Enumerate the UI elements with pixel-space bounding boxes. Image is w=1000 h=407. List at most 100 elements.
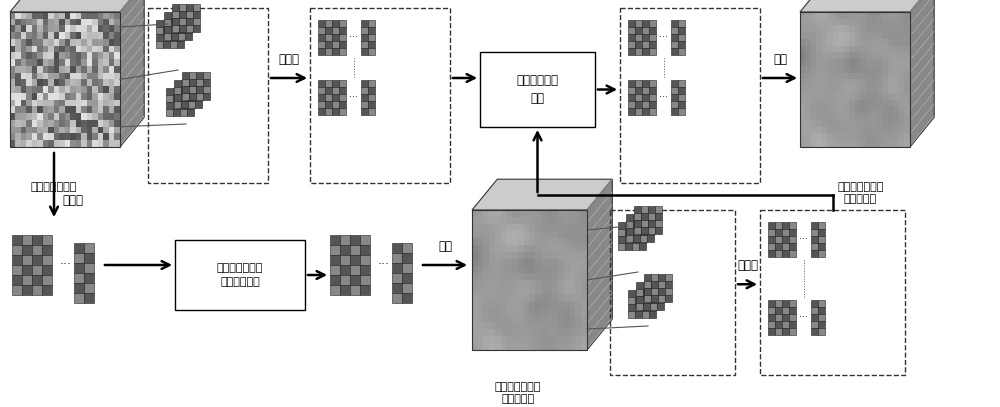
Bar <box>203 93 210 100</box>
Bar <box>84 293 94 303</box>
Bar <box>332 87 339 94</box>
Bar <box>325 108 332 115</box>
Bar <box>84 283 94 293</box>
Bar <box>325 94 332 101</box>
Bar <box>650 303 657 310</box>
Bar <box>658 274 665 281</box>
Bar <box>647 221 654 228</box>
Bar <box>775 243 782 250</box>
Bar <box>635 27 642 34</box>
Bar <box>775 222 782 229</box>
Bar <box>818 250 825 257</box>
Bar <box>325 27 332 34</box>
Bar <box>163 34 170 41</box>
Polygon shape <box>10 0 144 12</box>
Bar <box>360 265 370 275</box>
Bar <box>182 86 189 93</box>
Bar <box>325 34 332 41</box>
Bar <box>392 253 402 263</box>
Bar <box>678 80 685 87</box>
Bar <box>641 213 648 220</box>
Bar <box>628 80 635 87</box>
Bar <box>647 214 654 221</box>
Bar <box>325 80 332 87</box>
Bar <box>634 206 641 213</box>
Bar <box>633 214 640 221</box>
Bar <box>42 275 52 285</box>
Bar <box>640 214 647 221</box>
Bar <box>649 101 656 108</box>
Bar <box>164 19 171 26</box>
Bar <box>12 245 22 255</box>
Bar <box>775 229 782 236</box>
Bar <box>178 33 185 40</box>
Bar <box>332 101 339 108</box>
Bar <box>642 94 649 101</box>
Bar <box>643 303 650 310</box>
Bar <box>671 20 678 27</box>
Bar <box>187 88 194 95</box>
Bar <box>172 18 179 25</box>
Bar <box>782 243 789 250</box>
Bar <box>644 288 651 295</box>
Bar <box>350 285 360 295</box>
Text: 退化高光谱图像: 退化高光谱图像 <box>31 182 77 192</box>
Polygon shape <box>800 0 934 12</box>
Bar <box>650 282 657 289</box>
Bar <box>650 289 657 296</box>
Bar <box>196 79 203 86</box>
Bar <box>172 4 179 11</box>
Bar <box>678 41 685 48</box>
Bar <box>628 20 635 27</box>
Bar <box>12 275 22 285</box>
Bar <box>12 265 22 275</box>
Bar <box>626 235 633 242</box>
Bar <box>196 93 203 100</box>
Bar <box>166 102 173 109</box>
Bar <box>402 273 412 283</box>
Bar <box>628 311 635 318</box>
Bar <box>332 20 339 27</box>
Bar <box>171 12 178 19</box>
Bar <box>330 265 340 275</box>
Bar <box>633 235 640 242</box>
Bar <box>32 265 42 275</box>
Text: 重建: 重建 <box>438 240 452 253</box>
Bar <box>671 80 678 87</box>
Bar <box>173 102 180 109</box>
Bar <box>195 80 202 87</box>
Bar <box>172 11 179 18</box>
Bar <box>163 27 170 34</box>
Bar <box>678 108 685 115</box>
Bar <box>188 101 195 108</box>
Bar <box>185 33 192 40</box>
Bar <box>636 303 643 310</box>
Bar <box>789 307 796 314</box>
Bar <box>665 295 672 302</box>
Bar <box>811 243 818 250</box>
Bar <box>203 79 210 86</box>
Text: 矩阵化: 矩阵化 <box>278 53 300 66</box>
Bar <box>361 27 368 34</box>
Bar <box>173 88 180 95</box>
Bar <box>170 34 177 41</box>
Bar <box>818 328 825 335</box>
Bar <box>628 94 635 101</box>
Bar <box>678 34 685 41</box>
Bar <box>768 236 775 243</box>
Bar <box>332 48 339 55</box>
Bar <box>187 102 194 109</box>
Bar <box>649 34 656 41</box>
Bar <box>332 41 339 48</box>
Bar <box>42 255 52 265</box>
Bar <box>392 243 402 253</box>
Bar <box>782 236 789 243</box>
Text: 重建: 重建 <box>773 53 787 66</box>
Bar <box>811 307 818 314</box>
Bar <box>789 243 796 250</box>
Bar <box>625 236 632 243</box>
Bar <box>633 228 640 235</box>
Bar <box>402 243 412 253</box>
Bar <box>649 27 656 34</box>
Bar <box>647 228 654 235</box>
